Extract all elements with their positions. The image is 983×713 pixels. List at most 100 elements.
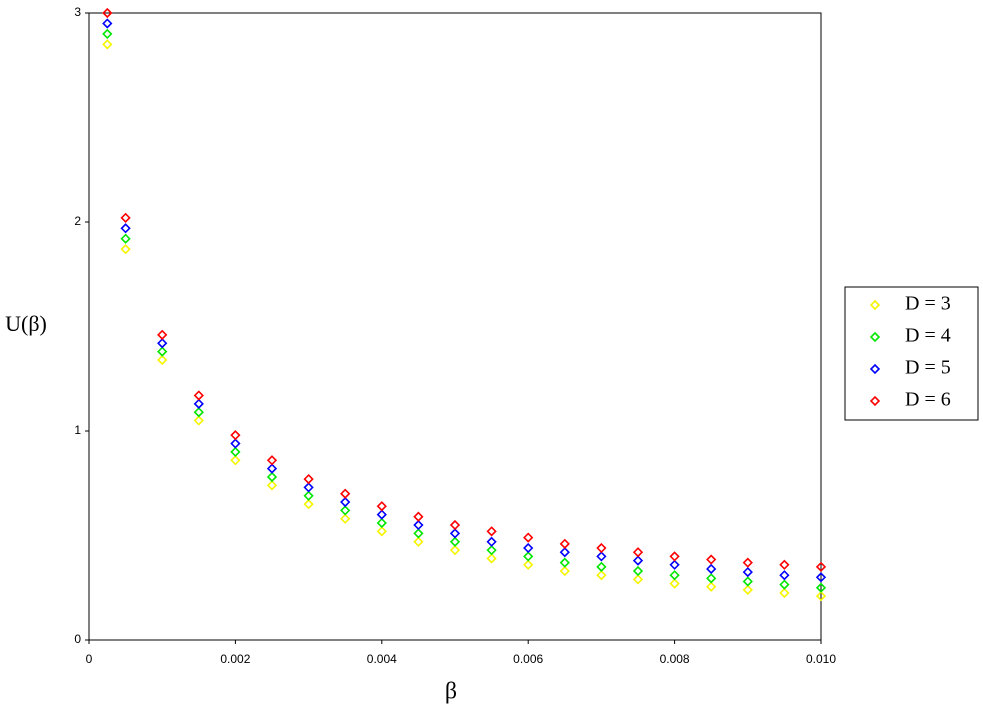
x-tick-label: 0 [86, 652, 93, 666]
plot-frame [88, 12, 822, 641]
point [596, 561, 607, 572]
point [632, 547, 644, 558]
point [193, 390, 204, 401]
point [120, 244, 131, 255]
point [779, 587, 790, 599]
point [523, 542, 534, 554]
point [742, 576, 753, 587]
point [376, 501, 387, 512]
point [669, 559, 680, 570]
x-tick-label: 0.010 [806, 652, 836, 666]
point [120, 233, 131, 244]
point [632, 574, 644, 585]
point [486, 553, 497, 564]
point [596, 551, 607, 562]
legend-label: D = 4 [905, 325, 951, 347]
point [669, 551, 680, 562]
point [193, 398, 204, 409]
point [157, 329, 168, 340]
point [340, 488, 351, 499]
point [230, 455, 241, 466]
point [742, 584, 753, 595]
point [413, 511, 424, 522]
point [669, 578, 680, 589]
legend-marker [869, 331, 881, 343]
point [779, 579, 790, 590]
point [376, 517, 387, 529]
point [449, 528, 461, 539]
point [303, 499, 314, 510]
legend-label: D = 5 [905, 357, 951, 379]
point [815, 582, 827, 593]
point [742, 566, 753, 578]
point [559, 565, 570, 577]
point [815, 561, 827, 572]
point [266, 455, 278, 466]
point [449, 536, 461, 547]
x-tick-label: 0.002 [220, 652, 250, 666]
point [632, 565, 644, 577]
y-tick-label: 3 [74, 5, 81, 19]
y-tick-label: 1 [74, 423, 81, 437]
point [559, 547, 570, 558]
point [266, 480, 278, 491]
point [340, 513, 351, 524]
point [815, 572, 827, 583]
y-axis-label: U(β) [5, 311, 47, 336]
point [706, 554, 717, 565]
point [303, 482, 314, 493]
point [449, 544, 461, 556]
point [340, 505, 351, 516]
x-axis-label: β [445, 679, 457, 705]
point [706, 573, 717, 584]
x-tick-label: 0.006 [513, 652, 543, 666]
point [230, 446, 241, 458]
point [157, 346, 168, 357]
point [193, 407, 204, 418]
point [413, 519, 424, 531]
point [157, 338, 168, 349]
point [559, 557, 570, 568]
point [120, 212, 131, 223]
point [266, 471, 278, 483]
point [413, 536, 424, 547]
point [102, 7, 113, 19]
point [102, 39, 113, 50]
point [523, 559, 534, 570]
point [486, 544, 497, 556]
point [157, 354, 168, 366]
point [102, 18, 113, 29]
point [779, 559, 790, 570]
point [230, 430, 241, 441]
point [523, 551, 534, 562]
legend-label: D = 3 [905, 293, 951, 315]
point [266, 463, 278, 474]
legend-marker [869, 395, 881, 407]
y-tick-label: 2 [74, 214, 81, 228]
y-tick-label: 0 [74, 632, 81, 646]
legend-marker [869, 299, 881, 311]
point [706, 563, 717, 575]
point [449, 519, 461, 531]
point [102, 28, 113, 40]
point [669, 570, 680, 581]
point [486, 526, 497, 537]
point [230, 438, 241, 449]
point [376, 509, 387, 520]
legend-box [844, 286, 979, 421]
point [303, 490, 314, 501]
point [632, 555, 644, 566]
point [742, 557, 753, 568]
point [303, 473, 314, 485]
point [193, 415, 204, 426]
x-tick-label: 0.008 [660, 652, 690, 666]
point [815, 590, 827, 602]
point [376, 526, 387, 537]
legend-marker [869, 363, 881, 375]
point [523, 532, 534, 543]
point [413, 528, 424, 539]
x-tick-label: 0.004 [367, 652, 397, 666]
point [120, 223, 131, 234]
point [596, 570, 607, 581]
